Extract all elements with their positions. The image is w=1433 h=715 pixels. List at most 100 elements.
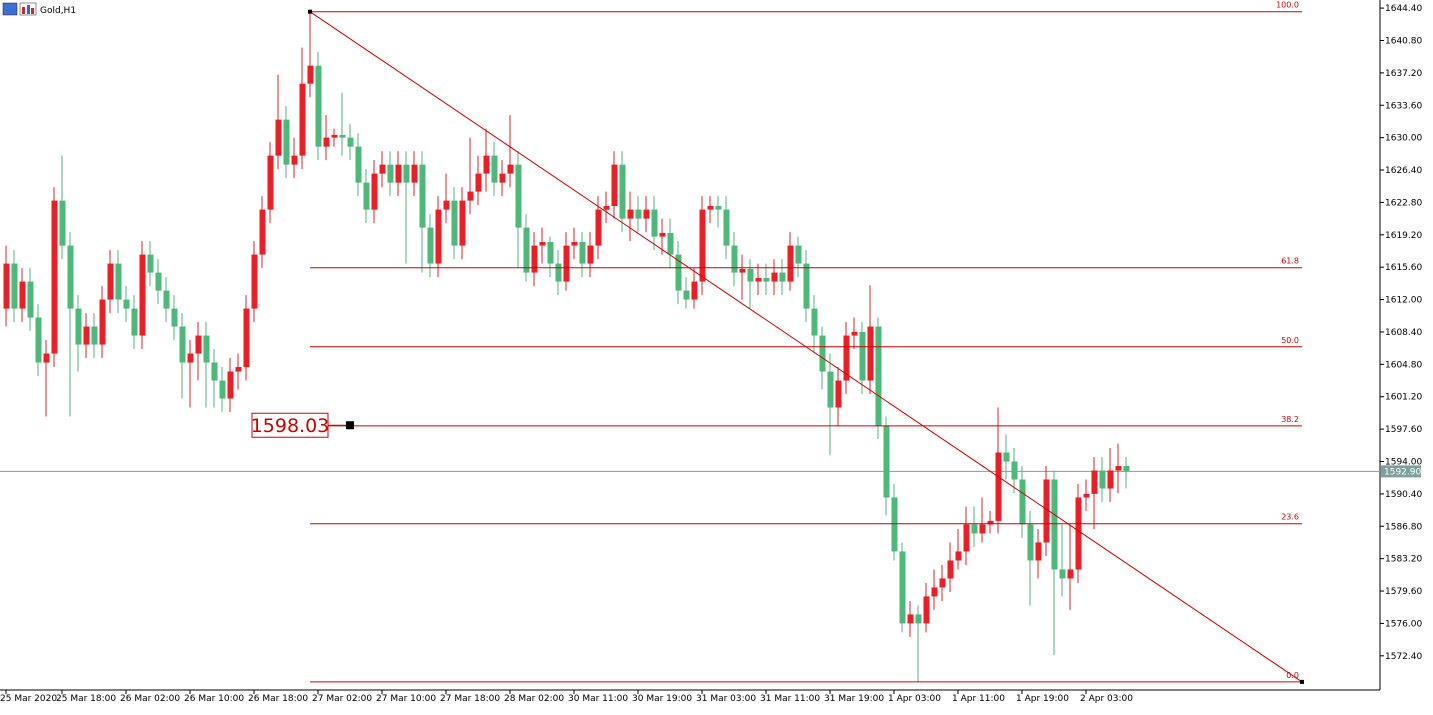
x-tick-label: 26 Mar 18:00 — [248, 694, 308, 704]
candle-body — [203, 335, 210, 363]
price-label-text: 1598.03 — [251, 415, 330, 437]
candle-body — [747, 268, 754, 282]
y-tick-label: 1633.60 — [1385, 101, 1422, 111]
chart-icon-bar — [31, 8, 34, 14]
candle-body — [163, 290, 170, 309]
fib-level-label: 100.0 — [1276, 1, 1299, 10]
candle-body — [115, 263, 122, 300]
candle-body — [659, 232, 666, 237]
current-price-box — [1381, 465, 1421, 478]
y-tick-label: 1612.00 — [1385, 296, 1422, 306]
x-tick-label: 27 Mar 18:00 — [440, 694, 500, 704]
candle-body — [675, 254, 682, 291]
candle-body — [443, 200, 450, 210]
candle-body — [1067, 569, 1074, 579]
candle-body — [979, 524, 986, 534]
fib-level-label: 38.2 — [1281, 415, 1299, 424]
candle-body — [347, 137, 354, 147]
x-tick-label: 31 Mar 03:00 — [696, 694, 756, 704]
candle-body — [587, 245, 594, 264]
candle-body — [811, 308, 818, 336]
candle-body — [411, 164, 418, 183]
candle-body — [3, 263, 10, 309]
y-tick-label: 1644.40 — [1385, 4, 1422, 14]
candle-body — [251, 254, 258, 309]
candle-body — [179, 326, 186, 363]
candle-body — [1003, 452, 1010, 462]
y-tick-label: 1601.20 — [1385, 393, 1422, 403]
candle-body — [667, 232, 674, 255]
fib-level-label: 23.6 — [1281, 513, 1299, 522]
y-tick-label: 1597.60 — [1385, 425, 1422, 435]
candle-body — [99, 299, 106, 345]
x-tick-label: 27 Mar 02:00 — [312, 694, 372, 704]
candle-body — [131, 308, 138, 336]
x-tick-label: 28 Mar 02:00 — [504, 694, 564, 704]
menu-icon[interactable] — [2, 2, 18, 16]
candle-body — [715, 206, 722, 210]
candle-body — [875, 326, 882, 426]
candle-body — [627, 209, 634, 219]
chart-icon-bar — [22, 7, 25, 14]
candle-body — [395, 164, 402, 183]
candle-body — [555, 263, 562, 282]
candle-body — [195, 335, 202, 354]
candle-body — [1011, 461, 1018, 480]
chart-icon-bar — [27, 5, 30, 14]
candle-body — [1099, 470, 1106, 489]
x-tick-label: 26 Mar 02:00 — [120, 694, 180, 704]
candle-body — [547, 241, 554, 264]
x-tick-label: 27 Mar 10:00 — [376, 694, 436, 704]
candle-body — [51, 200, 58, 354]
candle-body — [379, 164, 386, 174]
fib-handle — [1300, 679, 1304, 684]
candle-body — [123, 299, 130, 309]
candle-body — [707, 206, 714, 210]
candle-body — [651, 209, 658, 237]
candle-body — [499, 173, 506, 183]
candle-body — [267, 155, 274, 210]
candle-body — [387, 164, 394, 183]
candle-body — [1107, 470, 1114, 489]
candle-body — [355, 146, 362, 183]
candle-body — [891, 497, 898, 552]
y-tick-label: 1590.40 — [1385, 490, 1422, 500]
candle-body — [219, 380, 226, 399]
x-tick-label: 30 Mar 19:00 — [632, 694, 692, 704]
candle-body — [835, 380, 842, 408]
candle-body — [483, 155, 490, 174]
symbol-title: Gold,H1 — [40, 6, 76, 16]
candle-body — [907, 614, 914, 624]
candle-body — [1123, 465, 1130, 472]
fib-handle — [308, 9, 312, 14]
candle-body — [323, 137, 330, 147]
candle-body — [1115, 465, 1122, 471]
candle-body — [67, 245, 74, 309]
candle-body — [275, 119, 282, 156]
candle-body — [427, 227, 434, 264]
x-tick-label: 31 Mar 19:00 — [824, 694, 884, 704]
fib-level-label: 50.0 — [1281, 336, 1299, 345]
x-tick-label: 1 Apr 11:00 — [952, 694, 1005, 704]
candle-body — [843, 335, 850, 381]
candle-body — [1027, 524, 1034, 561]
candle-body — [211, 362, 218, 381]
candle-body — [635, 209, 642, 219]
candle-body — [155, 272, 162, 291]
candle-body — [923, 596, 930, 624]
candle-body — [331, 134, 338, 138]
candle-body — [147, 254, 154, 273]
x-tick-label: 31 Mar 11:00 — [760, 694, 820, 704]
x-tick-label: 30 Mar 11:00 — [568, 694, 628, 704]
candle-body — [363, 182, 370, 210]
candle-body — [451, 200, 458, 246]
x-tick-label: 26 Mar 10:00 — [184, 694, 244, 704]
candle-body — [763, 277, 770, 282]
candle-body — [739, 268, 746, 273]
candle-body — [1019, 479, 1026, 525]
candle-body — [1091, 470, 1098, 494]
candle-body — [779, 272, 786, 282]
candle-body — [227, 371, 234, 399]
candle-body — [91, 326, 98, 345]
